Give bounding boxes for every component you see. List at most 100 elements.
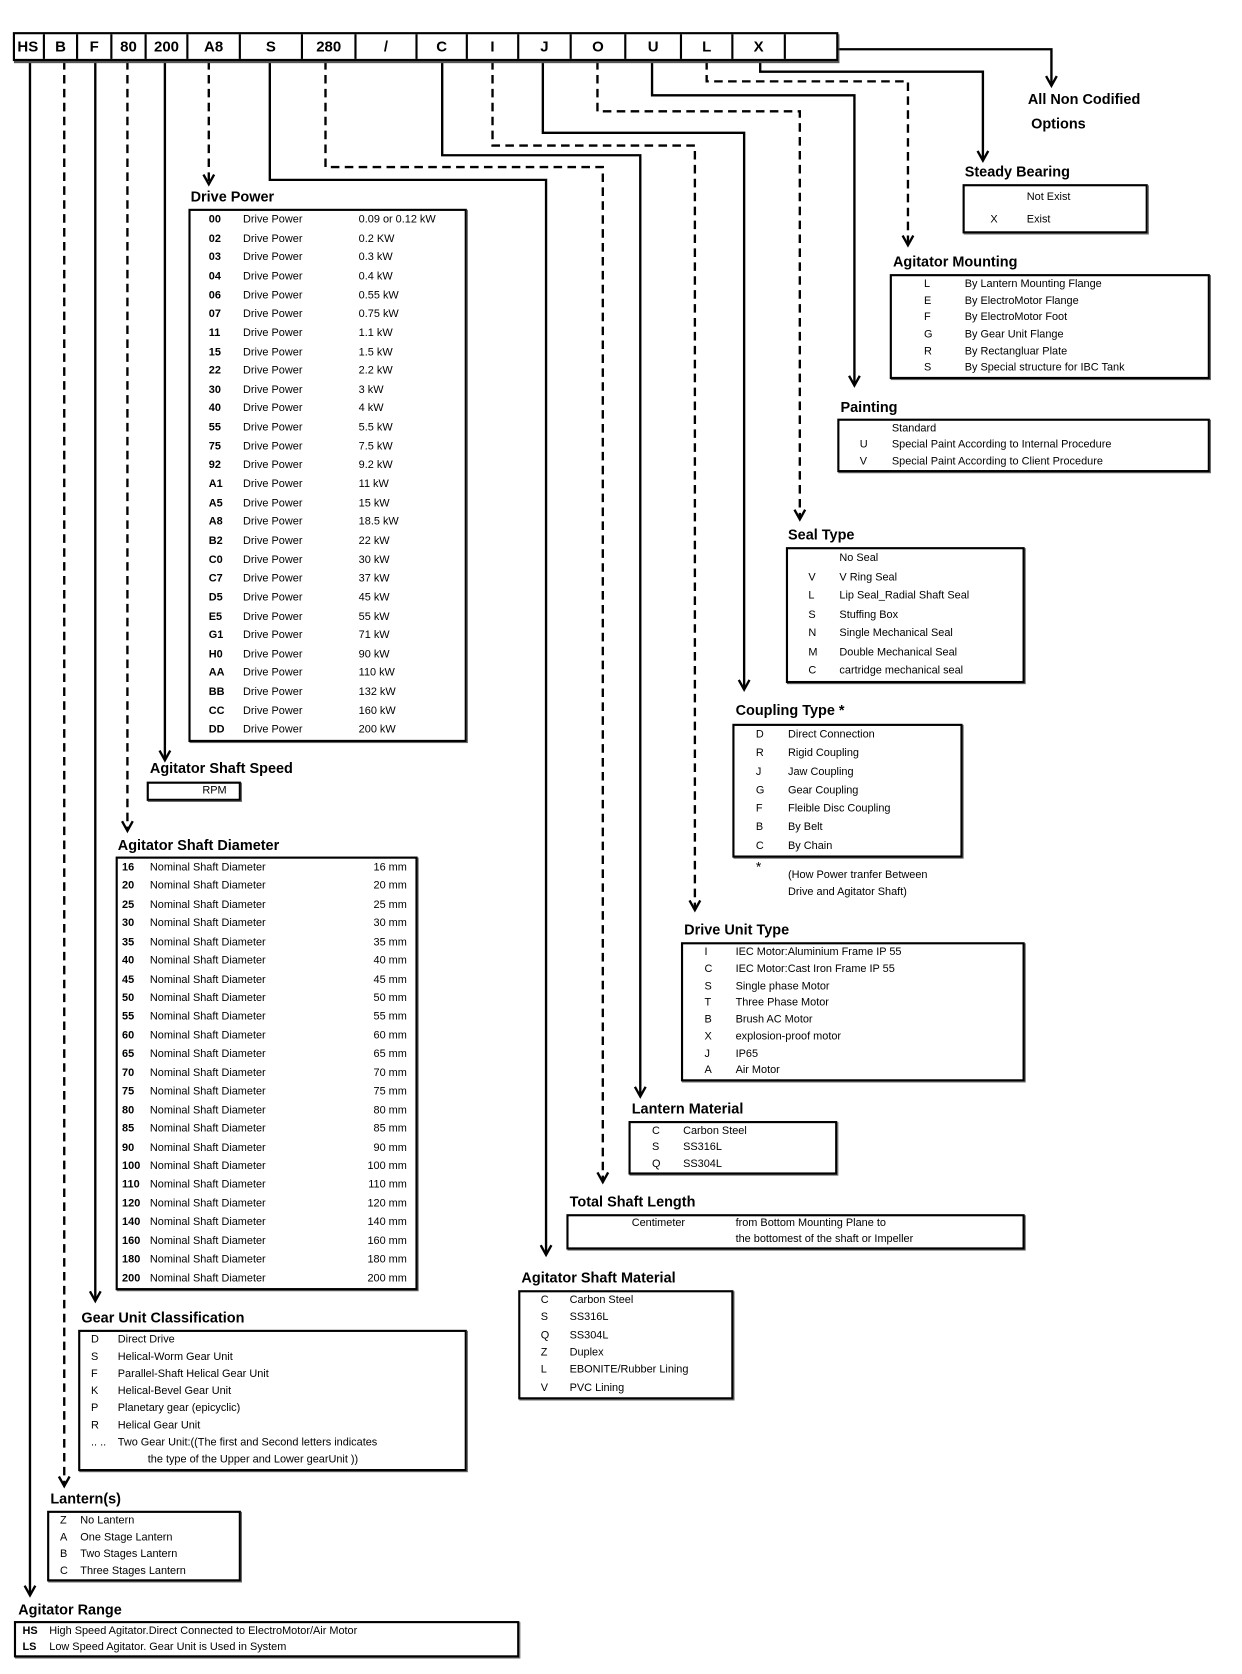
option-code: A8 (208, 516, 223, 529)
option-code: A5 (208, 497, 223, 510)
gear-unit-classification-row: F Parallel-Shaft Helical Gear Unit (80, 1366, 464, 1383)
option-code: H0 (208, 648, 223, 661)
coupling-type-row: J Jaw Coupling (735, 763, 961, 782)
option-label: Drive Power (243, 214, 303, 226)
option-label: Low Speed Agitator. Gear Unit is Used in… (49, 1641, 287, 1654)
option-code: 90 (122, 1141, 135, 1154)
arrow-down-icon (88, 1290, 102, 1304)
drive-power-row: H0 Drive Power 90 kW (191, 645, 465, 664)
option-code: S (652, 1141, 660, 1154)
option-code: B (704, 1013, 712, 1026)
option-code: 100 (122, 1160, 141, 1173)
option-value: 180 mm (367, 1253, 407, 1266)
option-value: 37 kW (358, 573, 390, 585)
option-code: C (755, 840, 764, 852)
option-code: 22 (208, 365, 221, 378)
option-label: the bottomest of the shaft or Impeller (735, 1232, 914, 1245)
option-label: Drive Power (243, 705, 303, 718)
total-shaft-length-row: the bottomest of the shaft or Impeller (569, 1232, 1023, 1248)
option-value: 100 mm (367, 1160, 407, 1173)
drive-power-row: B2 Drive Power 22 kW (191, 532, 465, 551)
option-code: M (808, 646, 818, 659)
option-code: 75 (122, 1085, 135, 1098)
option-code: B (755, 821, 764, 834)
option-value: 30 kW (358, 554, 390, 566)
lantern-material-row: Q SS304L (631, 1156, 836, 1172)
drive-power-row: 55 Drive Power 5.5 kW (191, 419, 465, 438)
lanterns-row: Z No Lantern (49, 1513, 239, 1530)
option-code: 110 (122, 1179, 140, 1192)
drive-power-row: A5 Drive Power 15 kW (191, 494, 465, 513)
lantern-material-row: C Carbon Steel (631, 1123, 836, 1139)
agitator-shaft-diameter-row: 40 Nominal Shaft Diameter 40 mm (118, 952, 416, 971)
option-label: By Chain (788, 840, 833, 852)
drive-power-row: 11 Drive Power 1.1 kW (191, 324, 465, 343)
lanterns-row: B Two Stages Lantern (49, 1546, 239, 1563)
option-code: G1 (208, 629, 224, 642)
option-label: Drive Power (243, 421, 303, 434)
option-label: High Speed Agitator.Direct Connected to … (49, 1625, 358, 1638)
option-label: IP65 (735, 1047, 759, 1060)
header-code-cell: F (78, 34, 113, 59)
option-label: Helical-Bevel Gear Unit (117, 1385, 232, 1398)
option-value: 65 mm (373, 1048, 407, 1061)
option-code: 70 (122, 1067, 135, 1080)
connector-options (837, 48, 1053, 86)
option-value: 5.5 kW (358, 421, 393, 434)
option-code: C (808, 665, 817, 678)
total-shaft-length-table: Centimeter from Bottom Mounting Plane to t… (566, 1214, 1025, 1250)
lanterns-row: C Three Stages Lantern (49, 1563, 239, 1580)
option-label: By ElectroMotor Flange (964, 295, 1079, 307)
option-code: BB (208, 686, 225, 699)
drive-power-table: 00 Drive Power 0.09 or 0.12 kW 02 Drive Powe… (188, 208, 467, 742)
painting-title: Painting (840, 399, 898, 416)
seal-type-row: N Single Mechanical Seal (788, 625, 1022, 644)
option-label: Drive Power (243, 440, 303, 453)
coupling-type-table: D Direct Connection R Rigid Coupling J Jaw Co… (732, 723, 963, 858)
option-code: 00 (208, 214, 221, 226)
arrow-down-icon (121, 820, 134, 834)
option-label: By Belt (788, 821, 823, 834)
option-code: 200 (122, 1272, 141, 1285)
arrow-down-icon (633, 1086, 647, 1099)
option-code: F (755, 803, 763, 815)
option-value: 71 kW (358, 629, 390, 642)
option-code: J (755, 766, 762, 778)
option-code: B2 (208, 535, 223, 548)
option-label: Drive Power (243, 686, 303, 699)
option-label: SS304L (569, 1329, 609, 1342)
lantern-material-title: Lantern Material (631, 1100, 744, 1117)
header-code-cell: C (418, 34, 468, 59)
option-code: A (704, 1064, 712, 1077)
option-label: Drive Power (243, 573, 303, 585)
painting-table: Standard U Special Paint According to Inte… (837, 418, 1210, 473)
connector-x (759, 61, 985, 161)
connector-l (705, 61, 910, 246)
coupling-type-row: B By Belt (735, 818, 961, 837)
agitator-shaft-speed-table: RPM (146, 781, 241, 801)
agitator-shaft-diameter-row: 180 Nominal Shaft Diameter 180 mm (118, 1251, 416, 1270)
option-label: Two Gear Unit:((The first and Second let… (117, 1436, 378, 1449)
option-code: E (924, 295, 932, 307)
option-label: By ElectroMotor Foot (964, 311, 1068, 324)
option-code: D (755, 729, 764, 741)
agitator-shaft-material-row: Q SS304L (520, 1327, 731, 1344)
option-code: Q (540, 1329, 550, 1342)
option-label: Nominal Shaft Diameter (149, 1011, 266, 1024)
connector-s (268, 61, 548, 1255)
option-label: SS316L (569, 1311, 609, 1324)
option-value: 7.5 kW (358, 440, 393, 453)
drive-unit-type-row: C IEC Motor:Cast Iron Frame IP 55 (683, 961, 1022, 978)
connector-280 (324, 61, 604, 1183)
agitator-shaft-diameter-row: 100 Nominal Shaft Diameter 100 mm (118, 1157, 416, 1176)
drive-power-row: CC Drive Power 160 kW (191, 702, 465, 721)
option-code: 40 (122, 955, 135, 968)
lanterns-title: Lantern(s) (50, 1490, 122, 1507)
option-label: cartridge mechanical seal (839, 665, 964, 678)
option-code: 02 (208, 233, 221, 245)
seal-type-row: No Seal (788, 549, 1022, 568)
coupling-type-row: R Rigid Coupling (735, 744, 961, 763)
agitator-shaft-diameter-table: 16 Nominal Shaft Diameter 16 mm 20 Nominal S… (115, 856, 418, 1291)
